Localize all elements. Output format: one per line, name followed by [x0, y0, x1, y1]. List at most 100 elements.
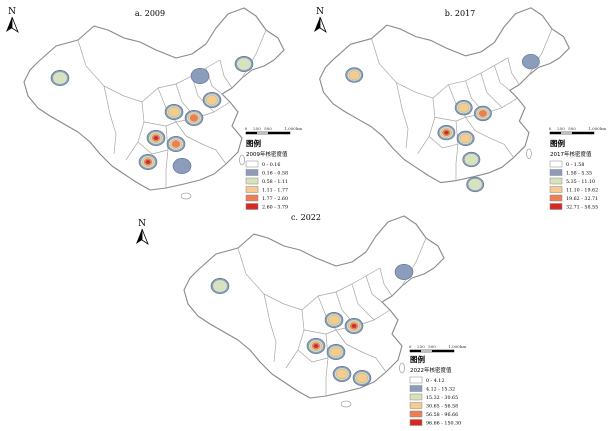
legend-swatch	[245, 194, 259, 202]
north-arrow-right	[141, 228, 149, 246]
legend-swatch	[409, 419, 423, 426]
scale-tick-label: 250	[417, 344, 425, 349]
legend-title: 图例	[550, 138, 565, 148]
density-ring	[356, 373, 368, 383]
legend-class-label: 19.62 - 32.71	[566, 196, 598, 202]
legend-swatch	[549, 169, 563, 176]
hotspot-chongqing	[456, 130, 475, 147]
province-boundary	[185, 135, 227, 165]
panel-title: b. 2017	[445, 9, 476, 18]
density-ring	[313, 344, 319, 348]
density-ring	[464, 153, 479, 166]
taiwan-island	[399, 362, 405, 374]
scale-tick-label: 250	[253, 126, 261, 131]
hotspot-xinjiang	[50, 70, 70, 86]
hotspot-beijing	[190, 68, 210, 84]
density-ring	[236, 57, 252, 71]
scale-tick-label: 1,000	[284, 126, 296, 131]
hotspot-hainan	[466, 176, 485, 193]
province-boundary	[507, 57, 520, 85]
hotspot-shaanxi	[454, 100, 473, 116]
hotspot-northeast	[521, 53, 540, 70]
province-boundary	[141, 59, 221, 103]
legend-class-label: 0.16 - 0.58	[262, 171, 288, 177]
legend-subtitle: 2017年核密度值	[550, 150, 592, 158]
north-arrow-right	[319, 16, 327, 34]
province-boundary	[285, 309, 305, 369]
density-ring	[394, 264, 414, 280]
hotspot-xinjiang	[345, 67, 364, 83]
density-ring	[168, 107, 180, 117]
legend-swatch	[409, 410, 423, 418]
province-boundary	[219, 59, 233, 89]
hotspot-northeast	[394, 264, 414, 280]
province-boundary	[165, 125, 169, 188]
legend-class-label: 0 - 0.16	[262, 162, 280, 168]
province-boundary	[379, 267, 393, 297]
legend-swatch	[549, 177, 563, 185]
legend-swatch	[409, 385, 423, 392]
hotspot-henan	[473, 105, 492, 122]
hotspot-chongqing	[166, 136, 186, 152]
scale-tick-label: 0	[549, 126, 552, 131]
hotspot-guangxi	[462, 151, 481, 168]
north-label: N	[138, 219, 146, 229]
legend-swatch	[549, 160, 563, 168]
legend-class-label: 96.66 - 150.30	[426, 421, 461, 427]
density-ring	[190, 68, 210, 84]
density-ring	[52, 71, 68, 85]
legend-swatch	[549, 203, 563, 210]
china-map-2	[183, 215, 445, 408]
province-boundary	[125, 101, 145, 161]
hotspot-xinjiang	[210, 278, 230, 294]
density-ring	[521, 53, 540, 70]
scale-bar-segment	[246, 132, 257, 134]
hotspot-shaanxi	[164, 104, 184, 120]
legend-0: 图例 2009年核密度值 0 - 0.16 0.16 - 0.58 0.58 - 1.1…	[245, 138, 288, 211]
province-boundary	[432, 57, 509, 99]
north-arrow-left	[6, 17, 12, 32]
north-arrow-0: N	[6, 7, 19, 34]
legend-swatch	[245, 160, 259, 168]
legend-swatch	[549, 194, 563, 202]
china-map-1	[319, 7, 570, 193]
province-boundary	[480, 73, 503, 108]
legend-title: 图例	[410, 354, 425, 364]
legend-title: 图例	[246, 138, 261, 148]
legend-class-label: 0.58 - 1.11	[262, 179, 288, 185]
legend-class-label: 5.35 - 11.10	[566, 179, 595, 185]
province-boundary	[325, 333, 329, 396]
province-boundary	[263, 293, 277, 363]
legend-class-label: 0 - 4.12	[426, 378, 444, 384]
density-ring	[460, 133, 472, 144]
province-boundary	[365, 275, 383, 303]
province-boundary	[455, 121, 459, 181]
density-ring	[212, 279, 228, 293]
legend-class-label: 2.60 - 3.79	[262, 205, 288, 211]
panel-title: a. 2009	[135, 9, 165, 18]
hotspot-sichuan	[437, 125, 456, 141]
hainan-island	[180, 192, 192, 200]
scale-tick-label: 0	[245, 126, 248, 131]
legend-swatch	[549, 186, 563, 193]
legend-class-label: 56.58 - 96.66	[426, 412, 458, 418]
scale-bar-1: 0 250 500 1,000 km	[549, 126, 606, 135]
scale-bar-segment	[432, 350, 454, 352]
density-ring	[458, 103, 470, 113]
taiwan-island	[526, 148, 532, 159]
legend-class-label: 15.32 - 30.65	[426, 395, 458, 401]
legend-swatch	[409, 402, 423, 409]
taiwan-island	[239, 154, 245, 166]
legend-swatch	[245, 186, 259, 193]
density-ring	[348, 70, 360, 80]
hotspot-henan	[184, 110, 204, 126]
legend-class-label: 11.10 - 19.62	[566, 188, 598, 194]
scale-unit-label: km	[460, 344, 466, 349]
density-ring	[172, 140, 181, 148]
scale-tick-label: 1,000	[588, 126, 600, 131]
province-boundary	[103, 85, 117, 155]
hotspot-yunnan	[138, 154, 158, 170]
province-boundary	[428, 136, 459, 149]
density-ring	[351, 324, 357, 328]
